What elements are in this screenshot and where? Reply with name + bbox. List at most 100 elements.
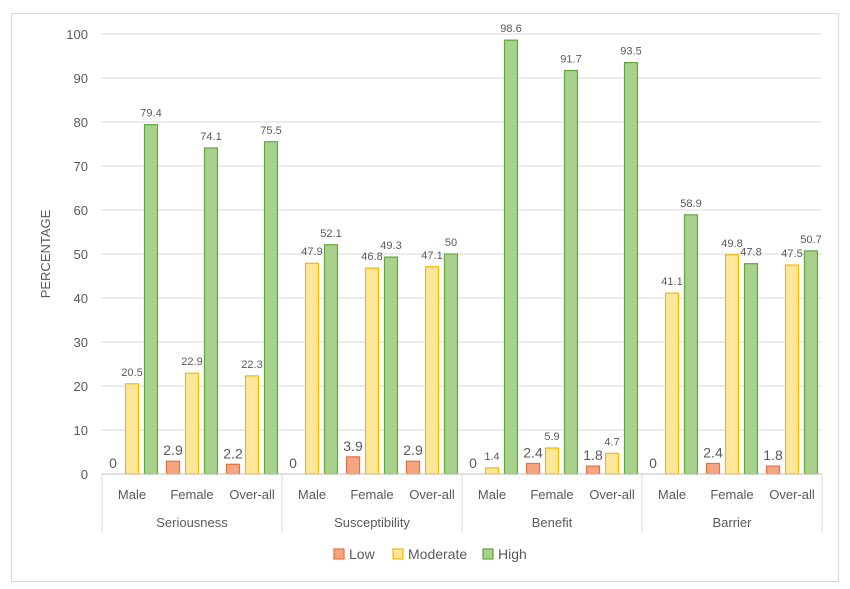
- bar-high: [683, 214, 699, 475]
- legend-label-low: Low: [349, 546, 376, 562]
- data-label: 49.8: [721, 238, 742, 250]
- bar-moderate: [664, 292, 680, 475]
- x-subcategory-label: Male: [118, 487, 146, 502]
- data-label: 58.9: [680, 198, 701, 210]
- bar-low: [585, 465, 601, 475]
- data-label: 2.2: [223, 445, 243, 461]
- x-subcategory-label: Male: [658, 487, 686, 502]
- data-label: 1.8: [583, 447, 603, 463]
- y-tick-label: 100: [66, 27, 88, 42]
- y-tick-label: 50: [74, 247, 88, 262]
- y-tick-label: 90: [74, 71, 88, 86]
- data-label: 46.8: [361, 251, 382, 263]
- bar-moderate: [724, 254, 740, 475]
- data-label: 50: [445, 237, 457, 249]
- legend-label-moderate: Moderate: [408, 546, 467, 562]
- data-label: 79.4: [140, 108, 161, 120]
- data-label: 20.5: [121, 367, 142, 379]
- legend-label-high: High: [498, 546, 527, 562]
- x-group-label: Benefit: [532, 515, 573, 530]
- bar-high: [503, 39, 519, 475]
- bar-high: [623, 61, 639, 475]
- data-label: 47.8: [740, 247, 761, 259]
- data-label: 41.1: [661, 276, 682, 288]
- data-label: 3.9: [343, 438, 363, 454]
- data-label: 93.5: [620, 46, 641, 58]
- bar-high: [803, 250, 819, 475]
- bar-moderate: [184, 372, 200, 475]
- data-label: 49.3: [380, 240, 401, 252]
- chart-frame: 0 20.5 79.4 2.9 22.9 74.1 2.2 22.3 75.5 0 47.9 52.1…: [11, 13, 839, 582]
- bar-high: [263, 141, 279, 475]
- data-label: 22.9: [181, 356, 202, 368]
- data-label: 52.1: [320, 228, 341, 240]
- bar-low: [165, 460, 181, 475]
- data-label: 0: [649, 455, 657, 471]
- x-group-label: Seriousness: [156, 515, 228, 530]
- bar-moderate: [484, 467, 500, 475]
- bar-moderate: [604, 452, 620, 475]
- data-label: 74.1: [200, 131, 221, 143]
- x-subcategory-label: Female: [350, 487, 393, 502]
- x-subcategory-label: Female: [710, 487, 753, 502]
- x-subcategory-label: Over-all: [409, 487, 455, 502]
- data-label: 2.4: [703, 444, 723, 460]
- bar-low: [405, 460, 421, 475]
- x-group-label: Barrier: [712, 515, 752, 530]
- x-subcategory-label: Over-all: [589, 487, 635, 502]
- y-tick-label: 60: [74, 203, 88, 218]
- bar-low: [225, 463, 241, 475]
- data-label: 1.8: [763, 447, 783, 463]
- x-subcategory-label: Male: [298, 487, 326, 502]
- bar-high: [383, 256, 399, 475]
- data-label: 5.9: [544, 431, 559, 443]
- x-subcategory-label: Male: [478, 487, 506, 502]
- data-label: 2.9: [403, 442, 423, 458]
- bar-low: [705, 462, 721, 475]
- data-label: 2.4: [523, 444, 543, 460]
- data-label: 91.7: [560, 54, 581, 66]
- bar-high: [443, 253, 459, 475]
- y-tick-label: 20: [74, 379, 88, 394]
- bar-moderate: [244, 375, 260, 475]
- bar-moderate: [424, 266, 440, 475]
- data-label: 22.3: [241, 359, 262, 371]
- x-subcategory-label: Over-all: [229, 487, 275, 502]
- x-group-label: Susceptibility: [334, 515, 410, 530]
- legend-swatch-low: [333, 548, 345, 560]
- y-tick-label: 80: [74, 115, 88, 130]
- x-subcategory-label: Female: [170, 487, 213, 502]
- y-tick-label: 70: [74, 159, 88, 174]
- x-subcategory-label: Over-all: [769, 487, 815, 502]
- data-label: 0: [289, 455, 297, 471]
- data-label: 98.6: [500, 23, 521, 35]
- bar-low: [525, 462, 541, 475]
- data-label: 47.5: [781, 248, 802, 260]
- x-subcategory-label: Female: [530, 487, 573, 502]
- y-axis-title: PERCENTAGE: [38, 209, 53, 298]
- bar-high: [563, 69, 579, 475]
- chart: 0 20.5 79.4 2.9 22.9 74.1 2.2 22.3 75.5 0 47.9 52.1…: [38, 23, 823, 562]
- data-label: 47.1: [421, 250, 442, 262]
- bar-low: [345, 456, 361, 475]
- bar-high: [323, 244, 339, 475]
- bar-low: [765, 465, 781, 475]
- legend-swatch-high: [482, 548, 494, 560]
- y-tick-label: 30: [74, 335, 88, 350]
- data-label: 0: [469, 455, 477, 471]
- bar-moderate: [364, 267, 380, 475]
- bar-moderate: [784, 264, 800, 475]
- data-label: 50.7: [800, 234, 821, 246]
- y-tick-label: 40: [74, 291, 88, 306]
- data-label: 75.5: [260, 125, 281, 137]
- y-tick-label: 0: [81, 467, 88, 482]
- data-label: 0: [109, 455, 117, 471]
- bar-moderate: [124, 383, 140, 475]
- data-label: 4.7: [604, 436, 619, 448]
- bar-high: [203, 147, 219, 475]
- legend-swatch-moderate: [392, 548, 404, 560]
- data-label: 2.9: [163, 442, 183, 458]
- data-label: 1.4: [484, 451, 499, 463]
- bar-high: [743, 263, 759, 475]
- data-label: 47.9: [301, 246, 322, 258]
